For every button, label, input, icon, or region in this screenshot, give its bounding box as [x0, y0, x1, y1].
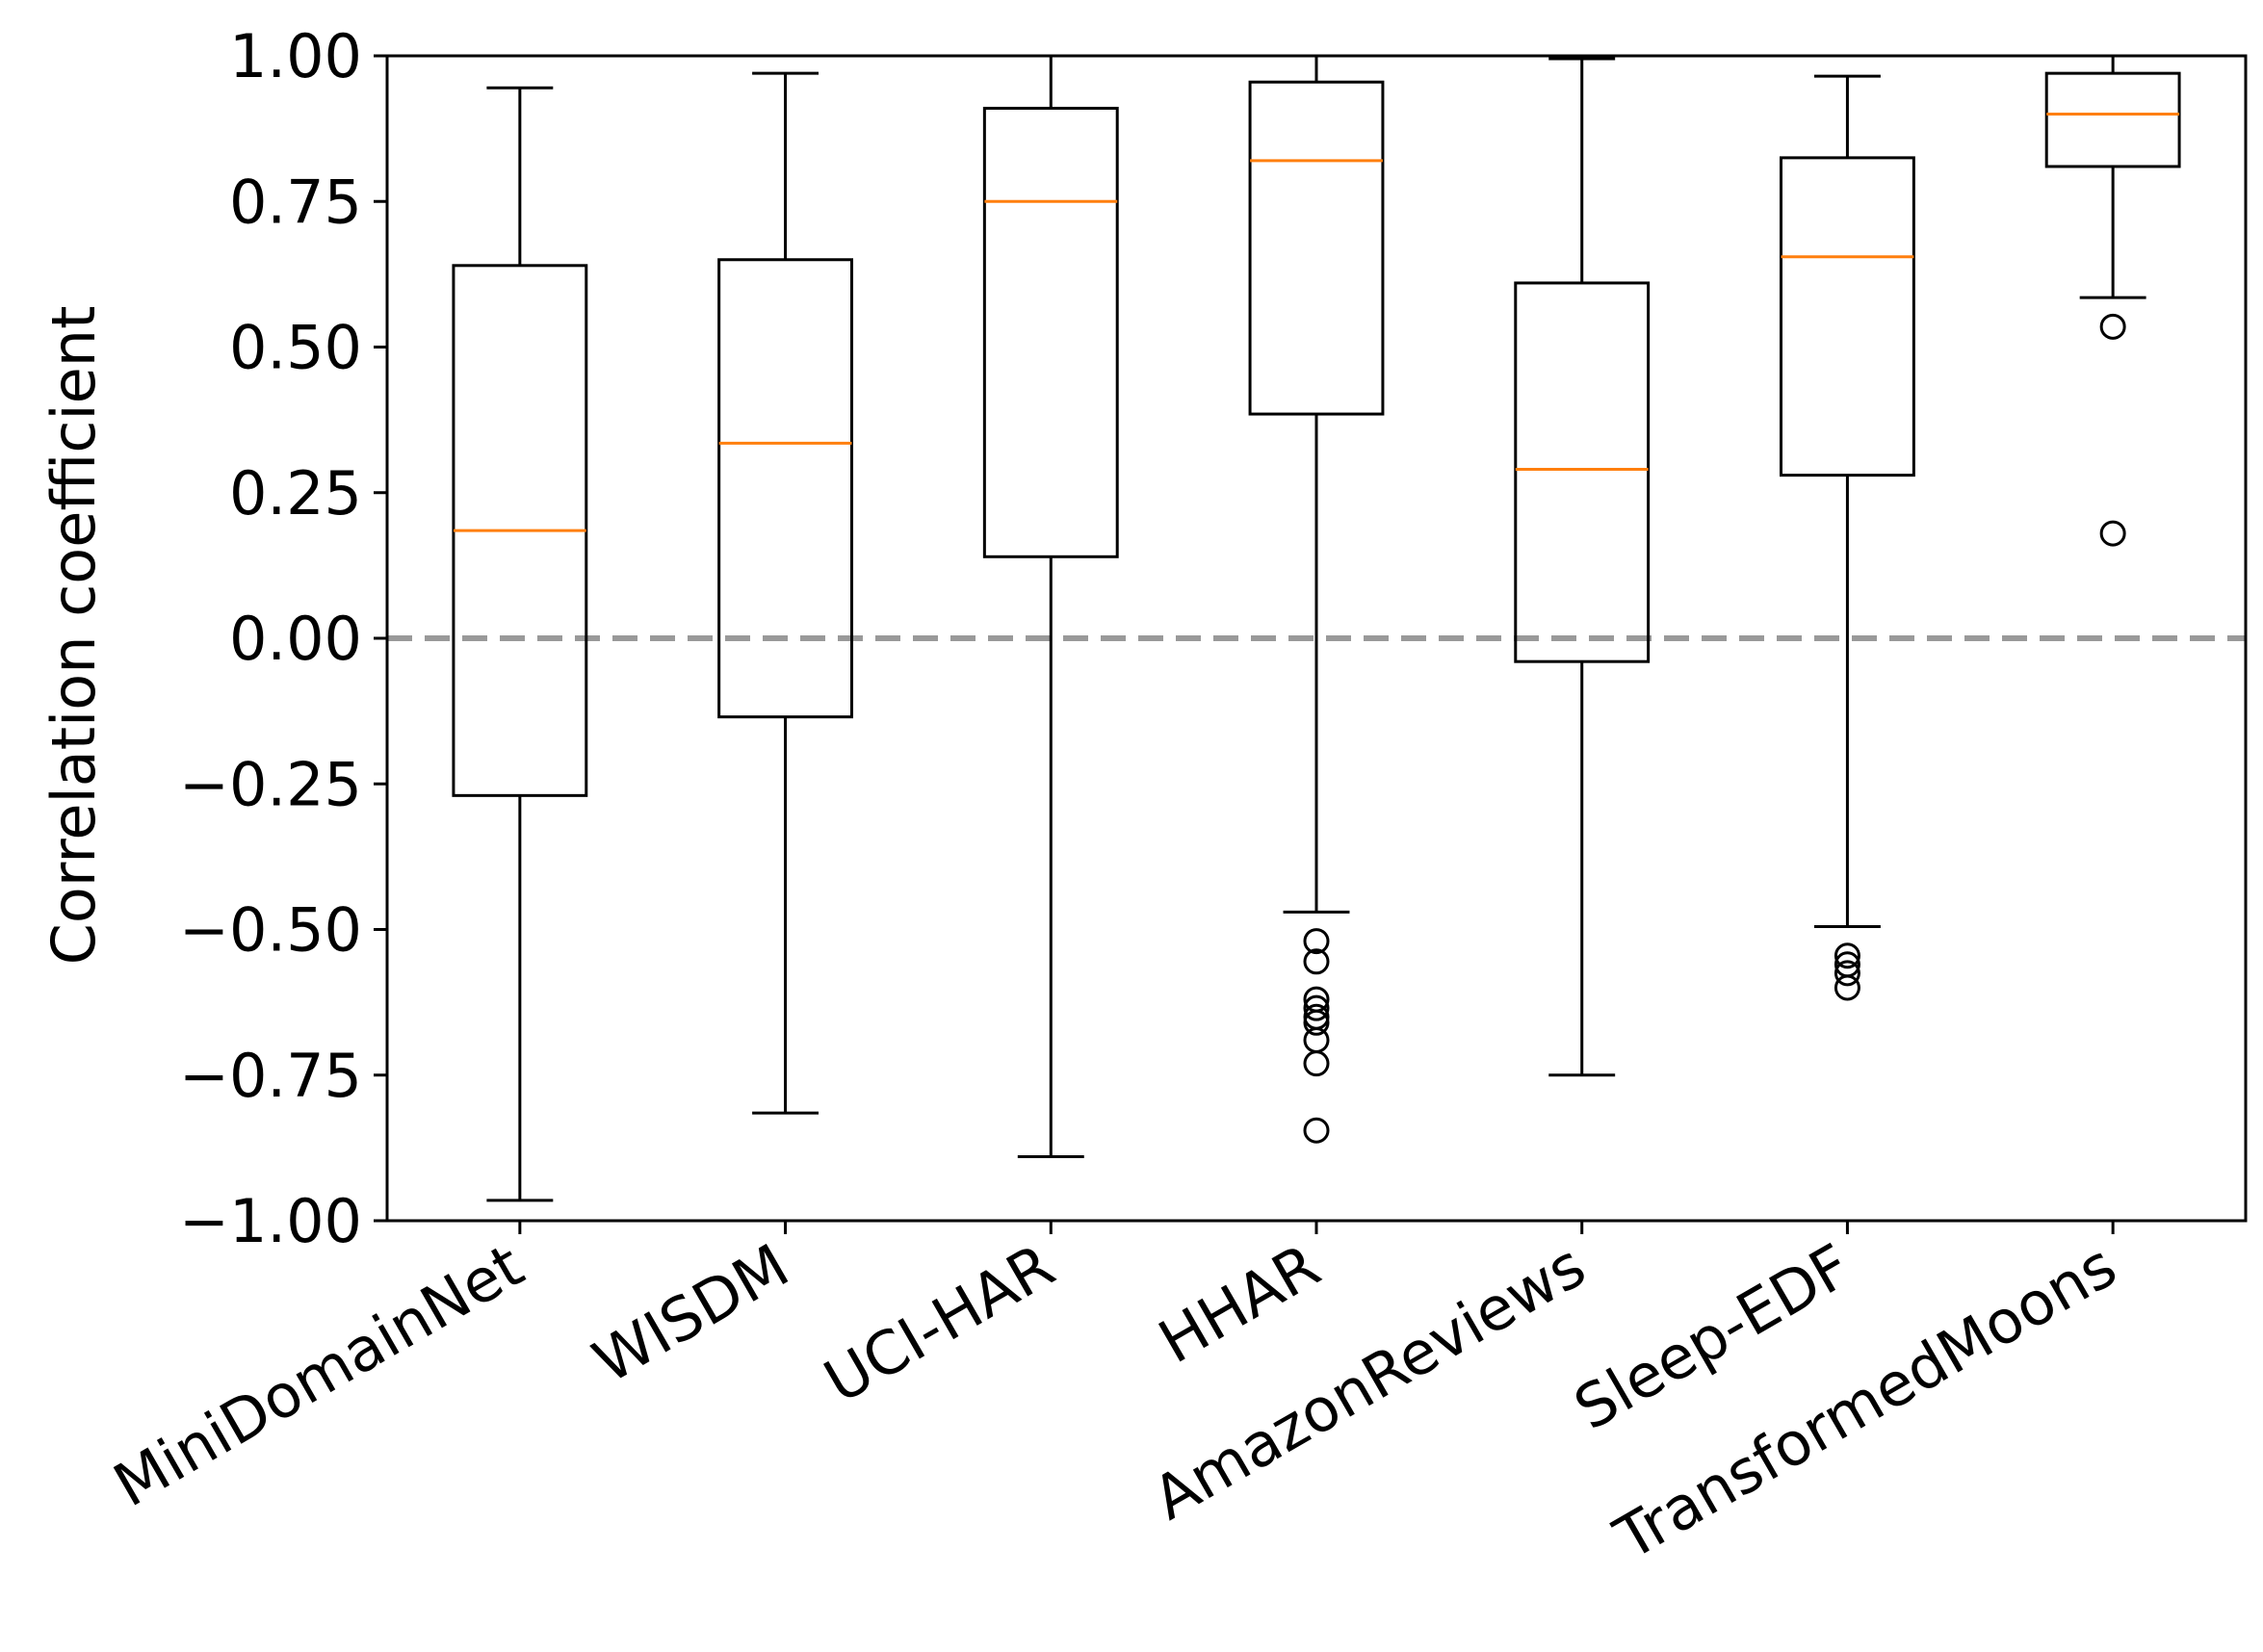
y-tick-label: 0.00	[229, 604, 362, 674]
outlier-point	[1303, 1050, 1330, 1077]
y-tick-label: 0.50	[229, 313, 362, 383]
y-tick-label: 0.25	[229, 458, 362, 529]
y-tick-label: −0.50	[179, 895, 362, 966]
plot-area: 1.00 0.75 0.50 0.25 0.00 −0.25 −0.50 −0.75 −1.00…	[102, 21, 2248, 1574]
x-tick-label: TransformedMoons	[1602, 1230, 2128, 1574]
x-tick-label: MiniDomainNet	[102, 1230, 534, 1521]
outlier-point	[1303, 1117, 1330, 1144]
y-axis-label: Correlation coefficient	[39, 306, 109, 966]
outlier-point	[1834, 960, 1860, 987]
box-iqr	[982, 106, 1119, 558]
outlier-point	[1303, 948, 1330, 975]
outlier-point	[1834, 942, 1860, 969]
box-iqr	[1780, 156, 1915, 478]
x-tick-label: HHAR	[1147, 1230, 1331, 1378]
outlier-point	[1303, 1009, 1330, 1036]
y-tick-label: 1.00	[229, 21, 362, 91]
outlier-point	[1834, 974, 1860, 1001]
box-iqr	[1248, 80, 1385, 416]
box-iqr	[717, 258, 854, 719]
outlier-point	[2099, 313, 2126, 340]
outlier-point	[1303, 928, 1330, 955]
x-tick-label: AmazonReviews	[1141, 1230, 1597, 1534]
x-tick-label: UCI-HAR	[813, 1230, 1066, 1417]
y-tick-label: −0.25	[179, 749, 362, 819]
outlier-point	[1303, 994, 1330, 1021]
box-iqr	[2044, 71, 2181, 168]
y-tick-label: −0.75	[179, 1041, 362, 1111]
y-tick-label: 0.75	[229, 167, 362, 237]
box-iqr	[1514, 281, 1651, 663]
x-tick-label: WISDM	[582, 1230, 800, 1397]
y-tick-label: −1.00	[179, 1186, 362, 1256]
outlier-point	[2099, 520, 2126, 547]
outlier-point	[1303, 1026, 1330, 1053]
